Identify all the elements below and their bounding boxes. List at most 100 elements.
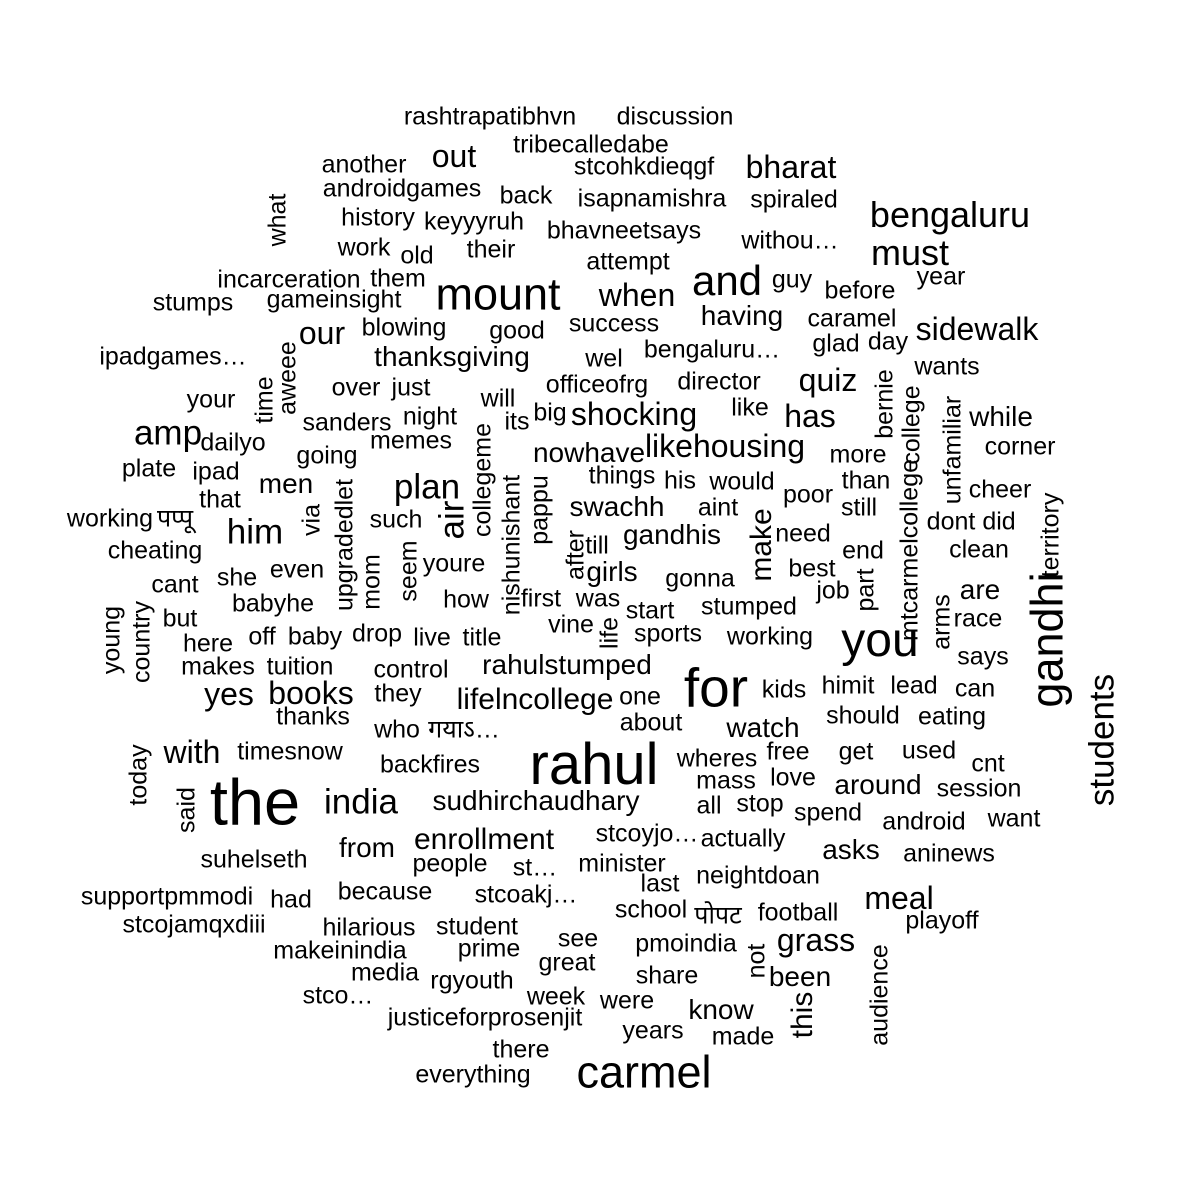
word-than: than: [841, 466, 891, 495]
word-job: job: [816, 576, 850, 605]
word-what: what: [263, 193, 292, 247]
word-tribecalledabe: tribecalledabe: [513, 130, 669, 159]
word-director: director: [677, 367, 761, 396]
word-likehousing: likehousing: [644, 428, 806, 464]
word-territory: territory: [1036, 492, 1065, 578]
word-android: android: [882, 807, 966, 836]
word-grass: grass: [776, 922, 856, 958]
word-like: like: [731, 393, 769, 422]
word-she: she: [216, 563, 258, 592]
word-would: would: [709, 467, 775, 496]
word-things: things: [588, 461, 656, 490]
word-keyyyruh: keyyyruh: [423, 207, 525, 236]
word-cant: cant: [151, 570, 199, 599]
word-clean: clean: [949, 535, 1009, 564]
word-day: day: [867, 327, 909, 356]
word-session: session: [936, 774, 1022, 803]
word-years: years: [622, 1016, 684, 1045]
word-aint: aint: [697, 493, 739, 522]
word-prime: prime: [457, 934, 521, 963]
word-working: working: [66, 504, 154, 533]
word-who: who: [374, 715, 420, 744]
word-girls: girls: [586, 556, 638, 587]
word-students: students: [1082, 673, 1122, 807]
word-get: get: [838, 737, 874, 766]
word-success: success: [568, 309, 660, 338]
word-love: love: [770, 763, 816, 792]
word-guy: guy: [771, 265, 813, 294]
word-hilarious: hilarious: [322, 913, 416, 942]
word-actually: actually: [700, 824, 786, 853]
word-supportpmmodi: supportpmmodi: [80, 882, 254, 911]
word-vine: vine: [548, 610, 594, 639]
word-bengaluru: bengaluru: [869, 194, 1031, 235]
word-best: best: [788, 554, 836, 583]
word-quiz: quiz: [798, 362, 858, 398]
word-old: old: [400, 241, 434, 270]
word-stco: stco…: [302, 981, 374, 1010]
word-books: books: [268, 675, 354, 711]
word-live: live: [413, 623, 451, 652]
word-till: till: [585, 531, 609, 560]
word-such: such: [369, 505, 423, 534]
word-off: off: [248, 622, 276, 651]
word-control: control: [373, 655, 449, 684]
word-bernie: bernie: [870, 369, 899, 439]
word-memes: memes: [370, 426, 452, 455]
word-student: student: [435, 912, 519, 941]
word-bharat: bharat: [745, 149, 837, 185]
word-want: want: [987, 804, 1041, 833]
word-amp: amp: [133, 413, 203, 453]
word-stcohkdieqgf: stcohkdieqgf: [573, 152, 715, 181]
word-isapnamishra: isapnamishra: [577, 184, 727, 213]
word-here: here: [182, 629, 234, 658]
word-when: when: [598, 277, 676, 313]
word-suhelseth: suhelseth: [200, 845, 308, 874]
word-rgyouth: rgyouth: [430, 966, 514, 995]
word-been: been: [768, 961, 832, 992]
word-end: end: [842, 536, 884, 565]
word-air: air: [432, 500, 472, 540]
word-devanagari: पप्पू: [156, 504, 194, 533]
word-will: will: [480, 384, 516, 413]
word-that: that: [199, 485, 241, 514]
word-life: life: [595, 617, 624, 649]
word-unfamiliar: unfamiliar: [938, 395, 967, 505]
word-dont: dont: [926, 507, 976, 536]
word-aninews: aninews: [903, 839, 995, 868]
word-sudhirchaudhary: sudhirchaudhary: [432, 785, 640, 816]
word-lifelncollege: lifelncollege: [456, 683, 614, 716]
word-out: out: [431, 138, 477, 174]
word-baby: baby: [287, 622, 343, 651]
word-stcojamqxdiii: stcojamqxdiii: [122, 910, 266, 939]
word-did: did: [982, 507, 1016, 536]
word-dailyo: dailyo: [200, 428, 266, 457]
word-asks: asks: [822, 834, 880, 865]
word-great: great: [538, 948, 596, 977]
word-ipadgames: ipadgames…: [99, 342, 247, 371]
word-bhavneetsays: bhavneetsays: [546, 216, 702, 245]
word-good: good: [489, 316, 545, 345]
word-rahulstumped: rahulstumped: [482, 649, 652, 680]
word-make: make: [745, 508, 778, 582]
word-blowing: blowing: [361, 313, 447, 342]
word-lead: lead: [890, 671, 938, 700]
word-wheres: wheres: [676, 744, 758, 773]
word-working: working: [726, 622, 814, 651]
word-androidgames: androidgames: [322, 174, 482, 203]
word-nowhave: nowhave: [532, 437, 646, 468]
word-upgradedlet: upgradedlet: [330, 478, 359, 612]
word-around: around: [834, 769, 922, 800]
word-seem: seem: [394, 540, 423, 602]
word-from: from: [339, 832, 395, 863]
word-spiraled: spiraled: [750, 185, 838, 214]
word-bengaluru: bengaluru…: [643, 335, 781, 364]
word-sanders: sanders: [302, 408, 392, 437]
word-week: week: [526, 982, 586, 1011]
word-mom: mom: [357, 554, 386, 610]
word-were: were: [599, 986, 655, 1015]
word-rashtrapatibhvn: rashtrapatibhvn: [403, 102, 577, 131]
word-are: are: [959, 574, 1001, 605]
word-devanagari: पोपट: [694, 901, 742, 930]
word-withou: withou…: [741, 226, 839, 255]
